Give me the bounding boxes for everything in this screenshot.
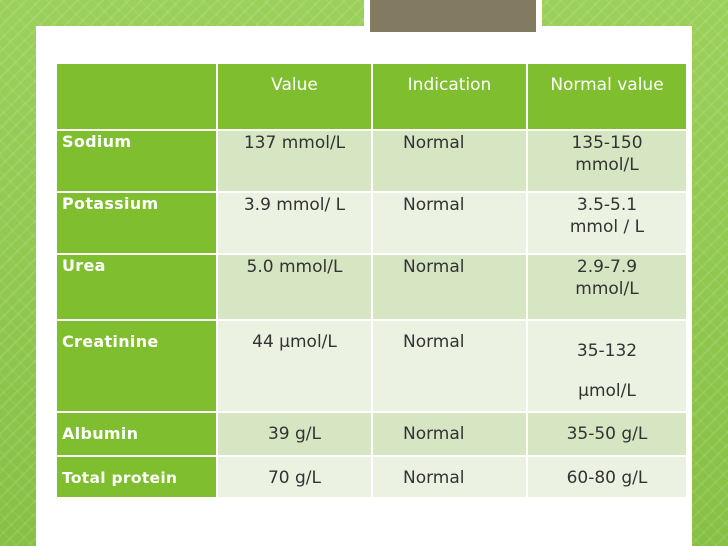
row-label: Albumin [57,412,218,457]
row-label: Creatinine [57,320,218,413]
table-row: Albumin 39 g/L Normal 35-50 g/L [57,412,688,457]
title-box [370,0,536,32]
cell-indication: Normal [372,254,528,321]
lab-results-table: Value Indication Normal value Sodium 137… [57,64,688,499]
table-header-row: Value Indication Normal value [57,64,688,131]
table-row: Urea 5.0 mmol/L Normal 2.9-7.9 mmol/L [57,254,688,321]
cell-indication: Normal [372,412,528,457]
cell-value: 39 g/L [217,412,373,457]
row-label: Potassium [57,192,218,255]
row-label: Urea [57,254,218,321]
row-label: Sodium [57,130,218,193]
cell-indication: Normal [372,192,528,255]
row-label: Total protein [57,456,218,499]
cell-value: 3.9 mmol/ L [217,192,373,255]
cell-normal-range: 35-132 µmol/L [527,320,688,413]
table-row: Sodium 137 mmol/L Normal 135-150 mmol/L [57,130,688,193]
cell-normal-range: 2.9-7.9 mmol/L [527,254,688,321]
header-cell-normal-value: Normal value [527,64,688,131]
cell-value: 5.0 mmol/L [217,254,373,321]
cell-normal-range: 3.5-5.1 mmol / L [527,192,688,255]
header-cell-value: Value [217,64,373,131]
table-row: Potassium 3.9 mmol/ L Normal 3.5-5.1 mmo… [57,192,688,255]
cell-value: 44 µmol/L [217,320,373,413]
table-row: Creatinine 44 µmol/L Normal 35-132 µmol/… [57,320,688,413]
cell-indication: Normal [372,130,528,193]
header-cell-blank [57,64,218,131]
title-tab [364,0,542,38]
cell-value: 137 mmol/L [217,130,373,193]
cell-value: 70 g/L [217,456,373,499]
cell-normal-range: 135-150 mmol/L [527,130,688,193]
cell-normal-range: 35-50 g/L [527,412,688,457]
table-row: Total protein 70 g/L Normal 60-80 g/L [57,456,688,499]
header-cell-indication: Indication [372,64,528,131]
cell-indication: Normal [372,320,528,413]
cell-normal-range: 60-80 g/L [527,456,688,499]
cell-indication: Normal [372,456,528,499]
